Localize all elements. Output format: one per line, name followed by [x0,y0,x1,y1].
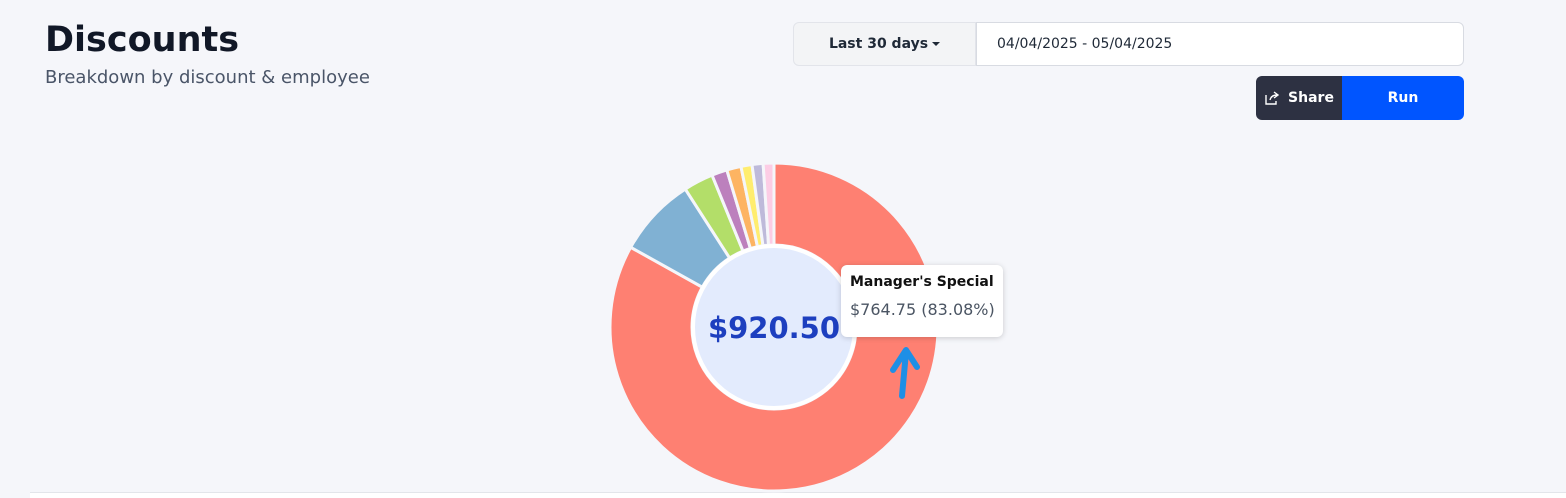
range-label: Last 30 days [828,36,929,52]
date-input[interactable]: 04/04/2025 - 05/04/2025 [976,22,1464,66]
range-dropdown[interactable]: Last 30 days [793,22,976,66]
run-label: Run [1387,90,1419,106]
tooltip-value: $764.75 (83.08%) [850,300,995,319]
page-subtitle: Breakdown by discount & employee [45,67,370,88]
share-label: Share [1288,90,1334,106]
annotation-arrow [890,347,920,399]
caret [932,42,941,46]
share-button[interactable]: Share [1256,76,1342,120]
share-icon [1265,91,1280,105]
tooltip-name: Manager's Special [850,274,994,290]
tooltip: Manager's Special $764.75 (83.08%) [841,265,1003,337]
page-title: Discounts [45,20,240,60]
date-text: 04/04/2025 - 05/04/2025 [997,36,1173,52]
run-button[interactable]: Run [1342,76,1464,120]
center-total: $920.50 [708,311,840,345]
card-edge [30,492,1566,498]
